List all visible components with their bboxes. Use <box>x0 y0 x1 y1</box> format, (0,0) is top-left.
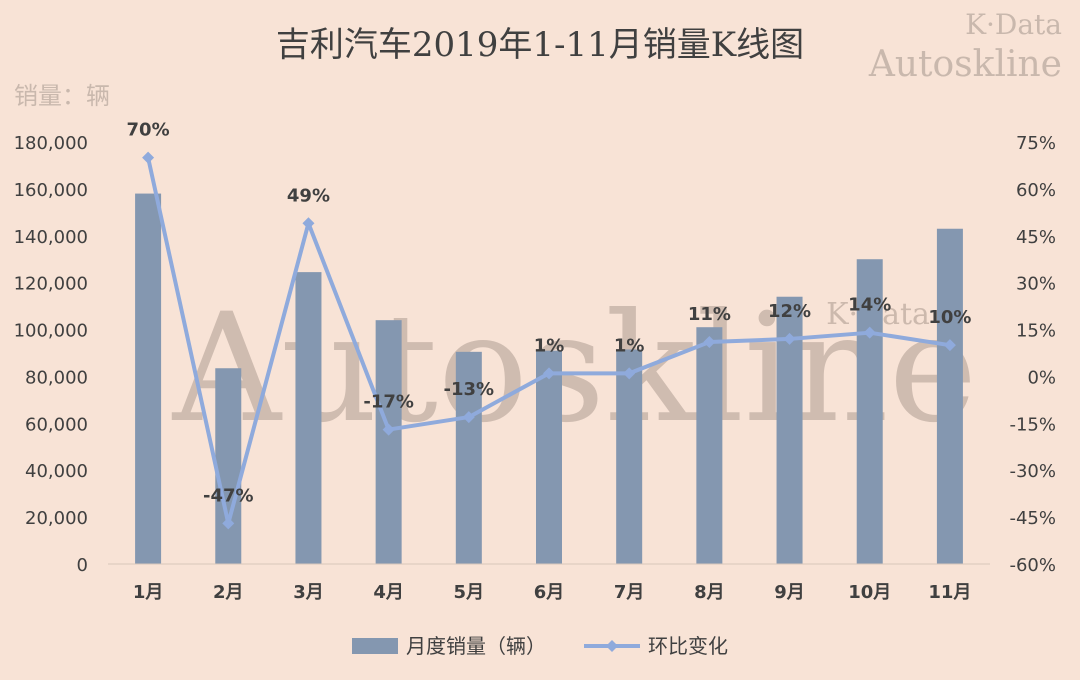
y-right-tick-label: -45% <box>1009 508 1056 529</box>
watermark-kdata-top: K·Data <box>965 8 1062 41</box>
x-tick-label: 4月 <box>373 582 404 603</box>
bar-5 <box>455 351 482 564</box>
y-left-tick-label: 40,000 <box>25 461 88 482</box>
x-tick-label: 1月 <box>133 582 164 603</box>
line-point-9 <box>783 332 796 345</box>
x-tick-label: 6月 <box>534 582 565 603</box>
line-point-1 <box>142 151 155 164</box>
bar-10 <box>856 259 883 564</box>
line-point-6 <box>543 367 555 380</box>
y-left-tick-label: 140,000 <box>14 227 88 248</box>
legend: 月度销量（辆） 环比变化 <box>352 634 728 658</box>
data-label-5: -13% <box>444 379 495 400</box>
x-tick-label: 2月 <box>213 582 244 603</box>
bar-4 <box>375 320 402 564</box>
data-label-10: 14% <box>848 295 891 316</box>
legend-bar-swatch <box>352 638 398 654</box>
legend-bar-label: 月度销量（辆） <box>406 634 546 658</box>
line-point-11 <box>943 339 956 352</box>
y-left-tick-label: 60,000 <box>25 414 88 435</box>
x-tick-label: 10月 <box>848 582 891 603</box>
x-tick-label: 9月 <box>774 582 805 603</box>
data-label-9: 12% <box>768 301 811 322</box>
line-point-5 <box>462 411 475 424</box>
x-tick-label: 11月 <box>928 582 971 603</box>
data-label-4: -17% <box>363 392 414 413</box>
y-right-tick-label: 15% <box>1016 321 1056 342</box>
legend-line-marker <box>606 640 618 652</box>
y-left-tick-label: 180,000 <box>14 133 88 154</box>
bar-1 <box>135 193 162 565</box>
bar-7 <box>616 349 643 564</box>
data-label-6: 1% <box>534 335 565 356</box>
data-label-3: 49% <box>287 185 330 206</box>
y-right-tick-label: 0% <box>1027 367 1056 388</box>
y-left-tick-label: 20,000 <box>25 508 88 529</box>
y-left-tick-label: 160,000 <box>14 180 88 201</box>
data-label-1: 70% <box>127 120 170 141</box>
data-label-11: 10% <box>928 307 971 328</box>
y-right-tick-label: -30% <box>1009 461 1056 482</box>
x-tick-label: 7月 <box>614 582 645 603</box>
y-right-tick-label: -60% <box>1009 555 1056 576</box>
line-point-7 <box>623 367 636 380</box>
y-right-tick-label: 60% <box>1016 180 1056 201</box>
y-left-tick-label: 0 <box>77 555 88 576</box>
bar-8 <box>696 327 723 564</box>
data-label-2: -47% <box>203 485 254 506</box>
chart-title: 吉利汽车2019年1-11月销量K线图 <box>276 25 804 65</box>
line-point-10 <box>863 326 876 339</box>
line-point-3 <box>302 217 315 230</box>
y-right-tick-label: -15% <box>1009 414 1056 435</box>
x-tick-label: 5月 <box>454 582 485 603</box>
y-right-tick-label: 30% <box>1016 274 1056 295</box>
line-point-2 <box>222 517 235 530</box>
watermark-autoskline-top: Autoskline <box>868 44 1062 85</box>
data-label-8: 11% <box>688 304 731 325</box>
legend-line-label: 环比变化 <box>648 634 728 658</box>
y-right-tick-label: 75% <box>1016 133 1056 154</box>
bar-11 <box>936 228 963 564</box>
bar-2 <box>215 368 242 564</box>
x-tick-label: 8月 <box>694 582 725 603</box>
x-tick-label: 3月 <box>293 582 324 603</box>
line-point-4 <box>382 423 395 436</box>
unit-label: 销量：辆 <box>14 82 110 110</box>
bar-6 <box>536 350 562 564</box>
y-right-tick-label: 45% <box>1016 227 1056 248</box>
y-left-tick-label: 100,000 <box>14 321 88 342</box>
bar-3 <box>295 272 322 564</box>
line-point-8 <box>703 336 716 349</box>
data-label-7: 1% <box>614 335 645 356</box>
y-left-tick-label: 80,000 <box>25 367 88 388</box>
y-left-tick-label: 120,000 <box>14 274 88 295</box>
